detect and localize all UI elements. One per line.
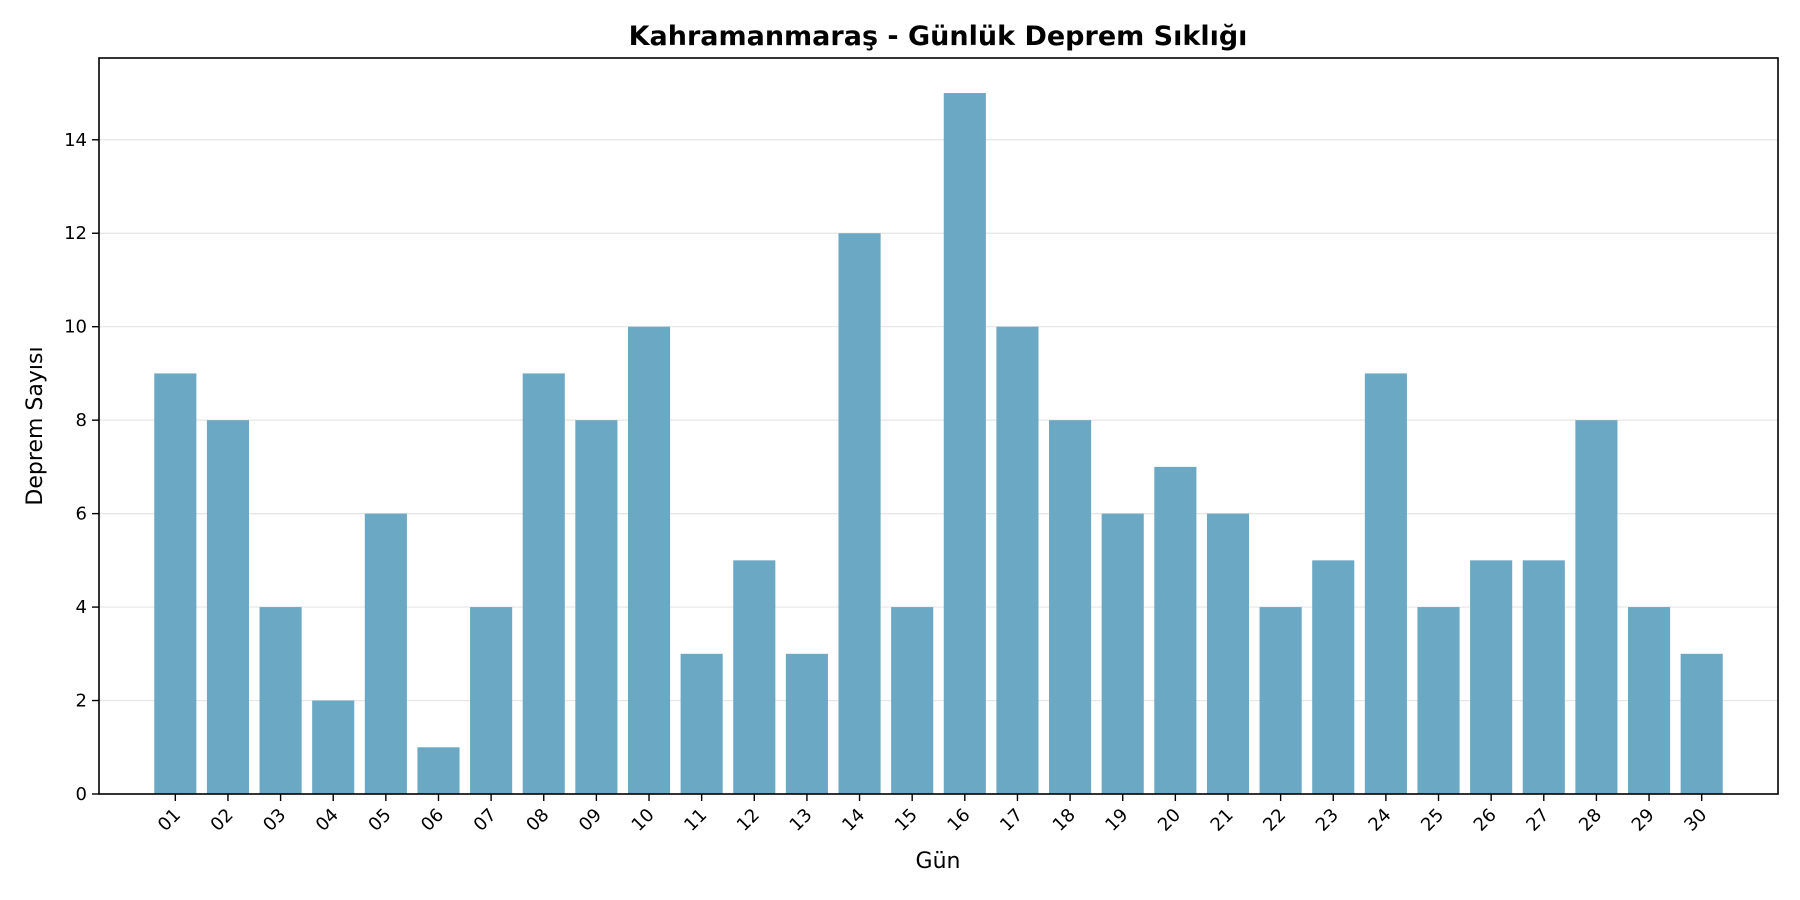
x-tick-label: 25 bbox=[1417, 805, 1448, 836]
bar-06 bbox=[417, 747, 460, 794]
x-tick-label: 26 bbox=[1470, 805, 1501, 836]
x-tick-label: 02 bbox=[207, 805, 238, 836]
bar-26 bbox=[1470, 560, 1513, 794]
x-tick-label: 24 bbox=[1364, 805, 1395, 836]
y-tick-label: 0 bbox=[76, 784, 87, 805]
y-tick-label: 4 bbox=[76, 597, 87, 618]
bar-30 bbox=[1680, 653, 1723, 794]
x-tick-label: 29 bbox=[1628, 805, 1659, 836]
bar-13 bbox=[785, 653, 828, 794]
bar-25 bbox=[1417, 607, 1460, 794]
x-tick-label: 12 bbox=[733, 805, 764, 836]
bar-08 bbox=[522, 373, 565, 794]
y-tick-label: 10 bbox=[64, 317, 87, 338]
x-tick-label: 28 bbox=[1575, 805, 1606, 836]
y-tick-label: 14 bbox=[64, 130, 87, 151]
bar-16 bbox=[943, 93, 986, 795]
bar-23 bbox=[1312, 560, 1355, 794]
x-tick-label: 27 bbox=[1522, 805, 1553, 836]
y-tick-label: 6 bbox=[76, 504, 87, 525]
x-tick-label: 22 bbox=[1259, 805, 1290, 836]
chart-title: Kahramanmaraş - Günlük Deprem Sıklığı bbox=[629, 21, 1248, 52]
bar-15 bbox=[891, 607, 934, 794]
x-tick-label: 13 bbox=[786, 805, 817, 836]
x-tick-label: 06 bbox=[417, 805, 448, 836]
bar-04 bbox=[312, 700, 355, 794]
bar-14 bbox=[838, 233, 881, 794]
x-tick-label: 19 bbox=[1101, 805, 1132, 836]
bar-10 bbox=[627, 326, 671, 794]
bar-01 bbox=[154, 373, 197, 794]
bar-07 bbox=[470, 607, 513, 794]
bar-09 bbox=[575, 420, 618, 794]
bar-12 bbox=[733, 560, 776, 794]
bar-02 bbox=[206, 420, 250, 794]
y-axis-label: Deprem Sayısı bbox=[23, 346, 48, 505]
bar-17 bbox=[996, 326, 1039, 794]
bars bbox=[154, 93, 1723, 795]
x-tick-label: 10 bbox=[628, 805, 659, 836]
x-tick-label: 01 bbox=[154, 805, 185, 836]
x-tick-label: 30 bbox=[1680, 805, 1711, 836]
bar-29 bbox=[1627, 607, 1671, 794]
bar-19 bbox=[1101, 513, 1144, 794]
y-tick-label: 12 bbox=[64, 223, 87, 244]
x-tick-label: 16 bbox=[943, 805, 974, 836]
x-tick-label: 08 bbox=[522, 805, 553, 836]
y-axis-ticks: 0 2 4 6 8 10 12 14 bbox=[64, 130, 99, 805]
y-tick-label: 8 bbox=[76, 410, 87, 431]
bar-21 bbox=[1206, 513, 1250, 794]
bar-28 bbox=[1575, 420, 1618, 794]
x-tick-label: 17 bbox=[996, 805, 1027, 836]
x-tick-label: 18 bbox=[1049, 805, 1080, 836]
bar-18 bbox=[1049, 420, 1092, 794]
bar-05 bbox=[364, 513, 407, 794]
x-tick-label: 04 bbox=[312, 805, 343, 836]
x-axis-label: Gün bbox=[916, 849, 961, 874]
bar-20 bbox=[1154, 466, 1197, 794]
plot-frame bbox=[98, 57, 1779, 795]
x-tick-label: 21 bbox=[1207, 805, 1238, 836]
x-tick-label: 14 bbox=[838, 805, 869, 836]
x-tick-label: 07 bbox=[470, 805, 501, 836]
bar-22 bbox=[1259, 607, 1302, 794]
x-tick-label: 11 bbox=[680, 805, 711, 836]
x-tick-label: 05 bbox=[364, 805, 395, 836]
bar-27 bbox=[1522, 560, 1565, 794]
bar-24 bbox=[1364, 373, 1407, 794]
y-tick-label: 2 bbox=[76, 691, 87, 712]
x-tick-label: 15 bbox=[891, 805, 922, 836]
x-tick-label: 23 bbox=[1312, 805, 1343, 836]
x-axis-ticks: 01 02 03 04 05 06 07 08 09 10 11 12 13 14 15 16 17 18 19 20… bbox=[154, 794, 1711, 836]
x-tick-label: 03 bbox=[259, 805, 290, 836]
bar-11 bbox=[680, 653, 723, 794]
bar-03 bbox=[259, 607, 302, 794]
x-tick-label: 09 bbox=[575, 805, 606, 836]
x-tick-label: 20 bbox=[1154, 805, 1185, 836]
